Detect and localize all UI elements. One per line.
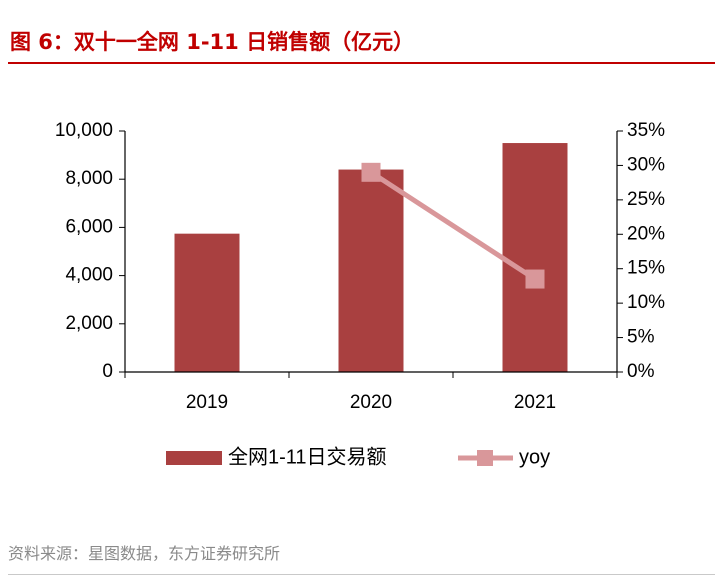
yoy-line [369, 170, 537, 282]
x-tick-label: 2021 [514, 392, 556, 413]
y-right-tick-label: 15% [627, 258, 665, 279]
chart-title: 图 6：双十一全网 1-11 日销售额（亿元） [10, 30, 415, 54]
y-right-tick-label: 25% [627, 189, 665, 210]
x-tick-label: 2019 [186, 392, 228, 413]
y-right-tick-label: 20% [627, 223, 665, 244]
y-left-tick-label: 4,000 [65, 265, 113, 286]
y-right-tick-label: 0% [627, 361, 655, 382]
source-note: 资料来源：星图数据，东方证券研究所 [8, 544, 281, 563]
y-left-tick-label: 10,000 [55, 120, 113, 141]
y-right-tick-label: 30% [627, 154, 665, 175]
y-left-tick-label: 6,000 [65, 216, 113, 237]
legend-bar-swatch [166, 451, 222, 465]
y-right-tick-label: 10% [627, 292, 665, 313]
bar-2019 [174, 233, 240, 372]
y-left-tick-label: 0 [102, 361, 113, 382]
legend-line-marker [477, 450, 493, 466]
yoy-marker [361, 162, 381, 182]
yoy-marker [525, 269, 545, 289]
title-divider [8, 62, 715, 64]
bar-2020 [338, 169, 404, 372]
bottom-divider [8, 574, 715, 575]
bar-2021 [502, 143, 568, 372]
x-tick-label: 2020 [350, 392, 392, 413]
y-right-tick-label: 35% [627, 120, 665, 141]
legend-bar-label: 全网1-11日交易额 [228, 445, 387, 468]
legend-line-label: yoy [519, 446, 550, 468]
y-left-tick-label: 8,000 [65, 168, 113, 189]
y-left-tick-label: 2,000 [65, 313, 113, 334]
y-right-tick-label: 5% [627, 327, 655, 348]
